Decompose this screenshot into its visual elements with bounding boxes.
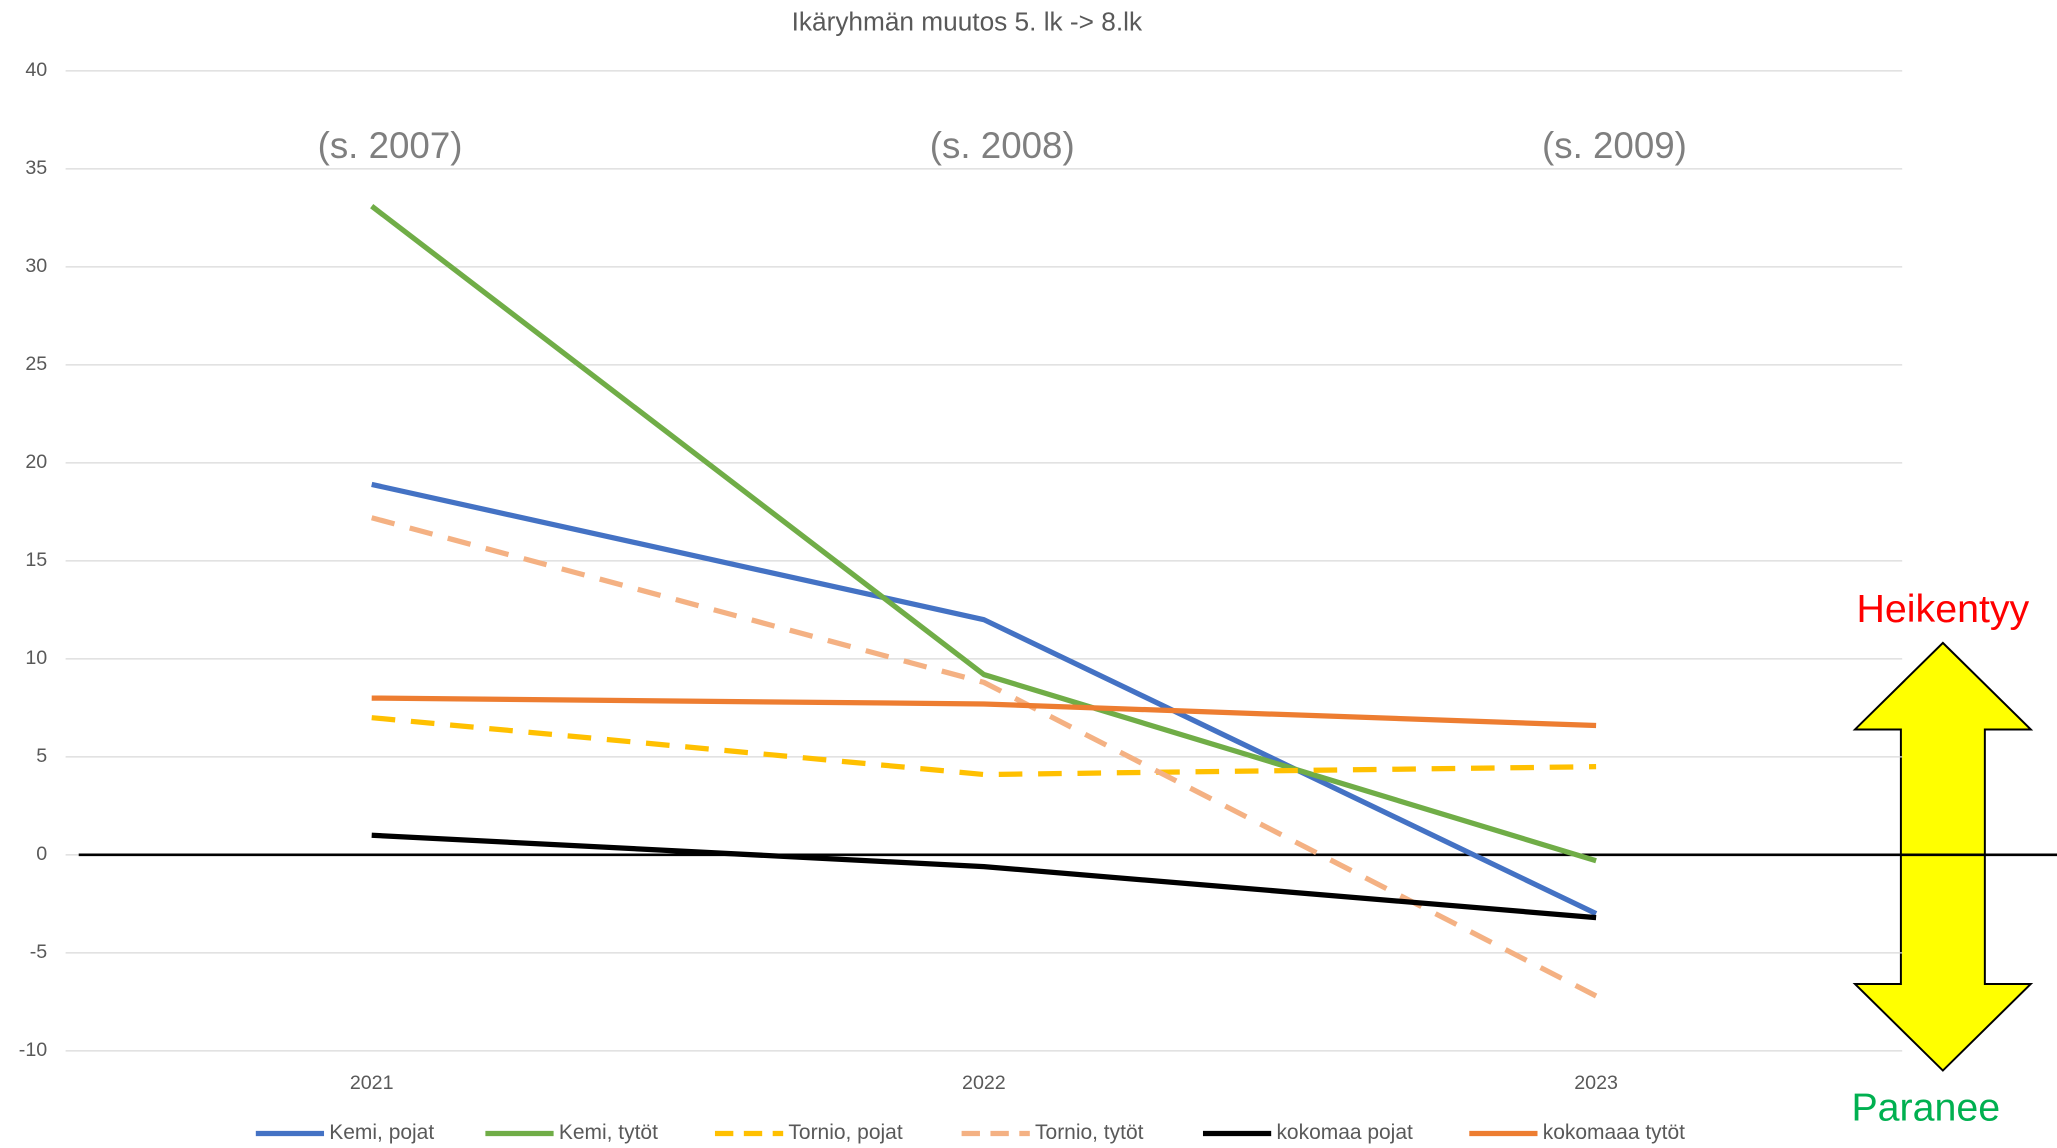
legend-label: Tornio, pojat: [788, 1121, 902, 1144]
y-tick-label: 25: [25, 353, 47, 375]
series-line: [371, 481, 1598, 917]
y-tick-label: 20: [25, 451, 47, 473]
annotation: (s. 2007): [318, 125, 463, 166]
y-tick-label: 10: [25, 647, 47, 669]
legend-label: Kemi, tytöt: [559, 1121, 658, 1144]
legend-label: Kemi, pojat: [329, 1121, 434, 1144]
series-line: [371, 715, 1597, 778]
y-tick-label: 30: [25, 255, 47, 277]
y-tick-label: -10: [19, 1039, 47, 1061]
y-tick-label: 15: [25, 549, 47, 571]
x-tick-label: 2022: [962, 1072, 1006, 1094]
x-tick-label: 2021: [350, 1072, 394, 1094]
legend-label: kokomaa pojat: [1276, 1121, 1413, 1144]
worse-label: Heikentyy: [1856, 587, 2029, 631]
chart-title: Ikäryhmän muutos 5. lk -> 8.lk: [792, 7, 1143, 37]
series-line: [371, 832, 1597, 921]
series-line: [371, 515, 1598, 999]
y-tick-label: 35: [25, 157, 47, 179]
y-tick-label: 0: [36, 843, 47, 865]
y-tick-label: 40: [25, 59, 47, 81]
legend-label: Tornio, tytöt: [1035, 1121, 1144, 1144]
y-tick-label: -5: [30, 941, 48, 963]
series-line: [370, 204, 1597, 864]
y-tick-label: 5: [36, 745, 47, 767]
series-line: [371, 695, 1597, 729]
x-tick-label: 2023: [1574, 1072, 1618, 1094]
legend-label: kokomaaa tytöt: [1543, 1121, 1685, 1144]
annotation: (s. 2009): [1542, 125, 1687, 166]
better-label: Paranee: [1851, 1085, 2000, 1129]
direction-arrow: [1852, 641, 2034, 1072]
annotation: (s. 2008): [930, 125, 1075, 166]
